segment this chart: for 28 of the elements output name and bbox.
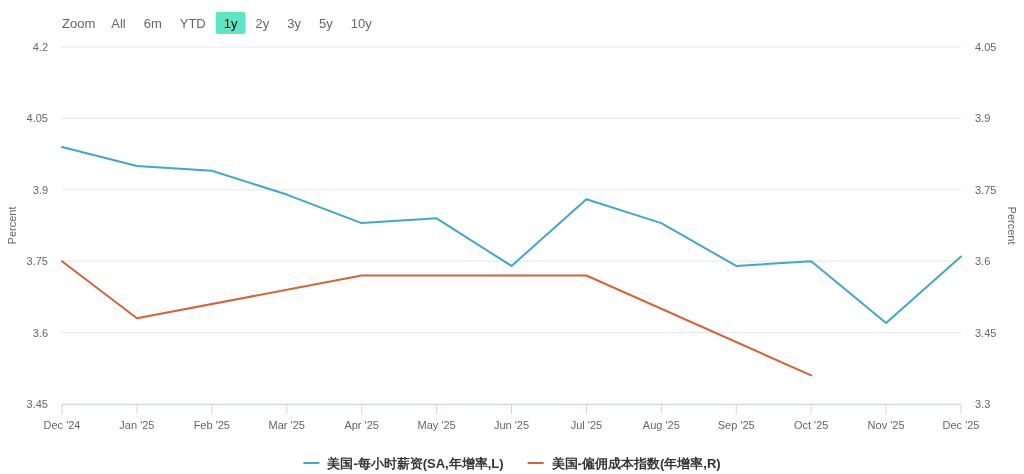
x-tick-label: Jul '25 bbox=[570, 419, 603, 431]
y-tick-label: 3.45 bbox=[26, 398, 48, 410]
y2label: Percent bbox=[1006, 206, 1018, 245]
x-tick-label: Dec '24 bbox=[43, 419, 81, 431]
y2-tick-label: 3.9 bbox=[975, 112, 991, 125]
x-tick-label: Feb '25 bbox=[193, 419, 230, 431]
annotation: Zoom bbox=[62, 16, 96, 31]
x-tick-label: Sep '25 bbox=[717, 419, 755, 431]
y2-tick-label: 3.3 bbox=[975, 398, 991, 410]
y2-tick-label: 4.05 bbox=[975, 41, 997, 53]
y2-tick-label: 3.6 bbox=[975, 255, 991, 268]
x-tick-label: Oct '25 bbox=[793, 419, 829, 431]
x-tick-label: Jan '25 bbox=[119, 419, 155, 431]
x-tick-label: Mar '25 bbox=[268, 419, 305, 431]
y-tick-label: 3.6 bbox=[32, 326, 48, 339]
x-tick-label: Aug '25 bbox=[642, 419, 680, 431]
y2-tick-label: 3.45 bbox=[975, 326, 997, 339]
x-tick-label: May '25 bbox=[417, 419, 456, 431]
ylabel: Percent bbox=[6, 206, 18, 245]
x-tick-label: Dec '25 bbox=[942, 419, 980, 431]
y2-tick-label: 3.75 bbox=[975, 183, 997, 196]
x-tick-label: Jun '25 bbox=[493, 419, 530, 431]
x-tick-label: Nov '25 bbox=[867, 419, 905, 431]
x-tick-label: Apr '25 bbox=[344, 419, 379, 431]
y-tick-label: 3.9 bbox=[32, 183, 48, 196]
y-tick-label: 4.2 bbox=[32, 41, 48, 53]
y-tick-label: 4.05 bbox=[26, 112, 48, 125]
y-tick-label: 3.75 bbox=[26, 255, 48, 268]
